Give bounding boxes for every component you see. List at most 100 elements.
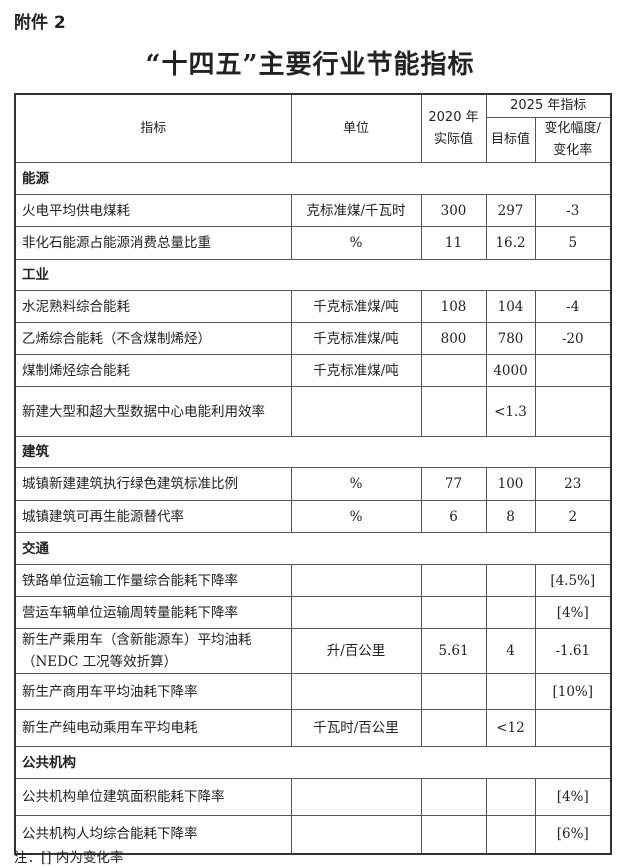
actual-2020-cell: 11: [420, 226, 487, 260]
section-row: 交通: [14, 532, 612, 565]
target-cell: 4: [485, 628, 536, 674]
indicator-cell: 火电平均供电煤耗: [14, 194, 292, 227]
actual-2020-cell: 6: [420, 500, 487, 533]
change-cell: -20: [534, 322, 612, 355]
unit-cell: [290, 815, 422, 854]
table-row: 水泥熟料综合能耗 千克标准煤/吨 108 104 -4: [14, 290, 612, 323]
unit-cell: 千克标准煤/吨: [290, 290, 422, 323]
target-cell: [485, 673, 536, 710]
change-cell: [4%]: [534, 596, 612, 629]
unit-cell: [290, 564, 422, 597]
actual-2020-cell: 5.61: [420, 628, 487, 674]
header-change: 变化幅度/变化率: [534, 117, 612, 163]
actual-2020-cell: [420, 354, 487, 387]
change-cell: [10%]: [534, 673, 612, 710]
table-row: 煤制烯烃综合能耗 千克标准煤/吨 4000: [14, 354, 612, 387]
unit-cell: 千克标准煤/吨: [290, 354, 422, 387]
table-row: 城镇新建建筑执行绿色建筑标准比例 % 77 100 23: [14, 467, 612, 501]
section-title: 建筑: [14, 436, 612, 468]
indicator-cell: 营运车辆单位运输周转量能耗下降率: [14, 596, 292, 629]
target-cell: [485, 778, 536, 816]
change-cell: [534, 386, 612, 437]
change-cell: -3: [534, 194, 612, 227]
section-title: 公共机构: [14, 746, 612, 779]
indicator-cell: 城镇建筑可再生能源替代率: [14, 500, 292, 533]
target-cell: <12: [485, 709, 536, 747]
table-row: 营运车辆单位运输周转量能耗下降率 [4%]: [14, 596, 612, 629]
change-cell: [6%]: [534, 815, 612, 854]
section-title: 能源: [14, 162, 612, 195]
header-actual-line2: 实际值: [433, 131, 473, 147]
table-row: 新生产乘用车（含新能源车）平均油耗（NEDC 工况等效折算） 升/百公里 5.6…: [14, 628, 612, 674]
target-cell: 297: [485, 194, 536, 227]
section-row: 公共机构: [14, 746, 612, 779]
indicator-cell: 煤制烯烃综合能耗: [14, 354, 292, 387]
target-cell: 16.2: [485, 226, 536, 260]
table-row: 新建大型和超大型数据中心电能利用效率 <1.3: [14, 386, 612, 437]
actual-2020-cell: [420, 673, 487, 710]
target-cell: [485, 815, 536, 854]
target-cell: <1.3: [485, 386, 536, 437]
table-row: 新生产纯电动乘用车平均电耗 千瓦时/百公里 <12: [14, 709, 612, 747]
table-row: 非化石能源占能源消费总量比重 % 11 16.2 5: [14, 226, 612, 260]
table-row: 公共机构单位建筑面积能耗下降率 [4%]: [14, 778, 612, 816]
indicator-cell: 新生产纯电动乘用车平均电耗: [14, 709, 292, 747]
unit-cell: 千瓦时/百公里: [290, 709, 422, 747]
header-change-line1: 变化幅度/: [544, 121, 601, 136]
actual-2020-cell: 800: [420, 322, 487, 355]
indicator-cell: 铁路单位运输工作量综合能耗下降率: [14, 564, 292, 597]
unit-cell: [290, 778, 422, 816]
page-title: “十四五”主要行业节能指标: [145, 50, 475, 80]
indicator-cell: 非化石能源占能源消费总量比重: [14, 226, 292, 260]
actual-2020-cell: 300: [420, 194, 487, 227]
indicator-cell: 水泥熟料综合能耗: [14, 290, 292, 323]
change-cell: [534, 709, 612, 747]
target-cell: 4000: [485, 354, 536, 387]
unit-cell: 克标准煤/千瓦时: [290, 194, 422, 227]
unit-cell: %: [290, 226, 422, 260]
unit-cell: %: [290, 467, 422, 501]
target-cell: 780: [485, 322, 536, 355]
change-cell: 2: [534, 500, 612, 533]
change-cell: 5: [534, 226, 612, 260]
section-row: 建筑: [14, 436, 612, 468]
indicator-table: 指标 单位 2020 年实际值 2025 年指标 目标值 变化幅度/变化率 能源…: [14, 93, 612, 855]
section-row: 工业: [14, 259, 612, 291]
actual-2020-cell: 108: [420, 290, 487, 323]
section-title: 工业: [14, 259, 612, 291]
table-row: 火电平均供电煤耗 克标准煤/千瓦时 300 297 -3: [14, 194, 612, 227]
table-row: 铁路单位运输工作量综合能耗下降率 [4.5%]: [14, 564, 612, 597]
change-cell: -4: [534, 290, 612, 323]
indicator-cell: 公共机构人均综合能耗下降率: [14, 815, 292, 854]
target-cell: [485, 564, 536, 597]
actual-2020-cell: [420, 815, 487, 854]
indicator-cell: 新建大型和超大型数据中心电能利用效率: [14, 386, 292, 437]
target-cell: 100: [485, 467, 536, 501]
table-row: 新生产商用车平均油耗下降率 [10%]: [14, 673, 612, 710]
header-actual-line1: 2020 年: [428, 109, 479, 125]
actual-2020-cell: 77: [420, 467, 487, 501]
table-row: 城镇建筑可再生能源替代率 % 6 8 2: [14, 500, 612, 533]
indicator-cell: 公共机构单位建筑面积能耗下降率: [14, 778, 292, 816]
indicator-cell: 城镇新建建筑执行绿色建筑标准比例: [14, 467, 292, 501]
table-row: 乙烯综合能耗（不含煤制烯烃） 千克标准煤/吨 800 780 -20: [14, 322, 612, 355]
indicator-cell: 新生产乘用车（含新能源车）平均油耗（NEDC 工况等效折算）: [14, 628, 292, 674]
table-row: 公共机构人均综合能耗下降率 [6%]: [14, 815, 612, 854]
change-cell: [4.5%]: [534, 564, 612, 597]
actual-2020-cell: [420, 386, 487, 437]
header-change-line2: 变化率: [553, 143, 593, 158]
target-cell: 104: [485, 290, 536, 323]
section-row: 能源: [14, 162, 612, 195]
header-unit: 单位: [290, 93, 422, 163]
indicator-cell: 新生产商用车平均油耗下降率: [14, 673, 292, 710]
unit-cell: [290, 673, 422, 710]
change-cell: -1.61: [534, 628, 612, 674]
target-cell: [485, 596, 536, 629]
target-cell: 8: [485, 500, 536, 533]
change-cell: 23: [534, 467, 612, 501]
unit-cell: [290, 386, 422, 437]
indicator-cell: 乙烯综合能耗（不含煤制烯烃）: [14, 322, 292, 355]
change-cell: [4%]: [534, 778, 612, 816]
unit-cell: 升/百公里: [290, 628, 422, 674]
header-target-2025: 2025 年指标: [485, 93, 612, 118]
